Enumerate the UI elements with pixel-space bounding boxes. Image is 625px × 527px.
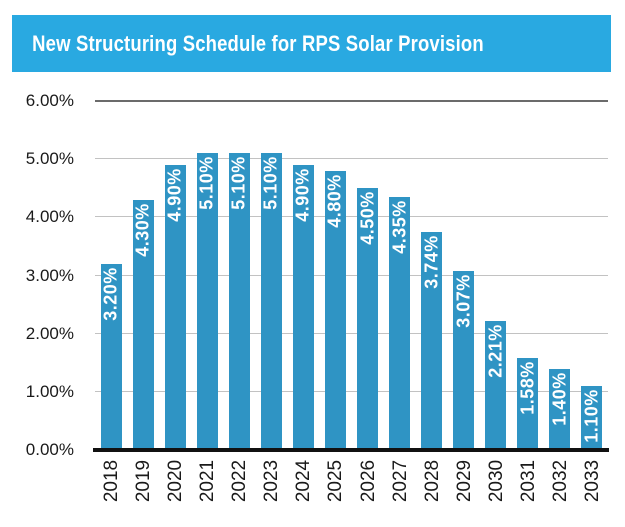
bar-value-label: 3.20% [100, 267, 121, 321]
x-axis-tick-label: 2025 [325, 459, 347, 503]
bar-value-label: 4.35% [389, 200, 410, 254]
bar-value-label: 1.40% [549, 371, 570, 426]
bar-value-label: 5.10% [196, 156, 217, 211]
bar-value-label: 4.50% [357, 191, 378, 246]
x-axis-tick-label: 2024 [293, 459, 315, 503]
bar-2031 [517, 358, 539, 450]
y-axis-tick-label: 1.00% [25, 381, 74, 401]
bar-value-label: 4.30% [132, 203, 153, 257]
x-axis-tick-label: 2029 [453, 459, 475, 503]
bar-2025 [324, 170, 346, 450]
y-axis-tick-label: 0.00% [25, 440, 74, 459]
bar-2027 [389, 196, 411, 450]
x-axis-tick-label: 2026 [357, 459, 379, 503]
gridline [95, 158, 608, 160]
gridline [95, 216, 608, 218]
bar-value-label: 4.90% [292, 168, 313, 222]
bar-value-label: 4.90% [164, 168, 185, 222]
bar-2033 [581, 386, 603, 450]
bar-2026 [357, 188, 379, 450]
x-axis-tick-label: 2021 [197, 459, 219, 503]
y-axis-tick-label: 3.00% [25, 265, 74, 285]
x-axis-tick-label: 2018 [101, 459, 123, 503]
bar-2021 [196, 153, 218, 450]
bar-2020 [164, 164, 186, 450]
gridline [95, 100, 608, 102]
x-axis-tick-label: 2027 [389, 459, 411, 503]
bar-value-label: 4.80% [324, 174, 345, 228]
bar-2029 [453, 271, 475, 450]
bar-2018 [100, 263, 122, 450]
x-axis-line [93, 448, 609, 452]
bar-2024 [292, 164, 314, 450]
x-axis-tick-label: 2023 [261, 459, 283, 503]
x-axis-tick-label: 2031 [517, 459, 539, 503]
y-axis-tick-label: 5.00% [25, 149, 74, 169]
bar-value-label: 1.10% [581, 389, 602, 443]
gridline [95, 390, 608, 392]
bar-2019 [132, 199, 154, 450]
title-banner: New Structuring Schedule for RPS Solar P… [12, 15, 611, 72]
gridline [95, 332, 608, 334]
x-axis-tick-label: 2020 [165, 459, 187, 503]
bar-value-label: 5.10% [260, 156, 281, 211]
bar-value-label: 2.21% [485, 324, 506, 379]
bar-value-label: 3.74% [421, 235, 442, 290]
y-axis-tick-label: 4.00% [25, 207, 74, 227]
x-axis-tick-label: 2033 [581, 459, 603, 503]
x-axis-tick-label: 2032 [549, 459, 571, 503]
x-axis-tick-label: 2030 [485, 459, 507, 503]
y-axis-tick-label: 2.00% [25, 323, 74, 343]
gridline [95, 274, 608, 276]
x-axis-tick-label: 2022 [229, 459, 251, 503]
y-axis-tick-label: 6.00% [25, 91, 74, 110]
x-axis-tick-label: 2019 [133, 459, 155, 503]
bar-value-label: 3.07% [453, 274, 474, 329]
bar-2028 [421, 232, 443, 450]
bar-2022 [228, 153, 250, 450]
bar-value-label: 1.58% [517, 361, 538, 415]
bar-2032 [549, 368, 571, 450]
x-axis-tick-label: 2028 [421, 459, 443, 503]
chart-title: New Structuring Schedule for RPS Solar P… [32, 30, 484, 56]
bar-value-label: 5.10% [228, 156, 249, 211]
bar-2023 [260, 153, 282, 450]
bar-2030 [485, 321, 507, 450]
